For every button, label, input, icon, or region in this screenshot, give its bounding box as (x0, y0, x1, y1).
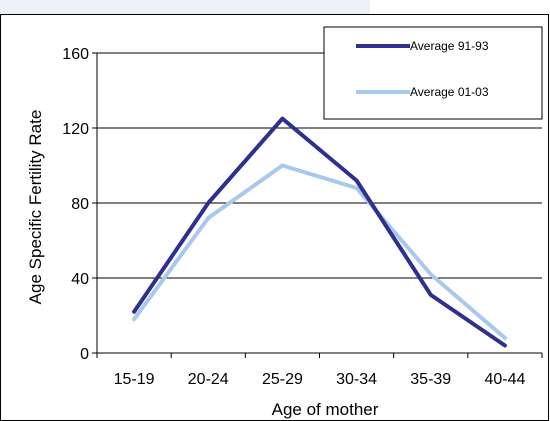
x-tick-label-40-44: 40-44 (484, 371, 525, 388)
legend-label-1: Average 91-93 (410, 39, 489, 53)
x-tick-label-25-29: 25-29 (262, 371, 303, 388)
y-tick-label-120: 120 (62, 121, 89, 138)
x-tick-label-30-34: 30-34 (336, 371, 377, 388)
series-line-1 (132, 116, 507, 348)
series-line-2 (132, 163, 507, 340)
y-tick-label-0: 0 (80, 346, 89, 363)
legend-label-2: Average 01-03 (410, 85, 489, 99)
y-tick-labels: 0 40 80 120 160 (62, 46, 89, 363)
y-tick-label-80: 80 (71, 196, 89, 213)
y-axis-title: Age Specific Fertility Rate (26, 110, 45, 305)
x-axis-title: Age of mother (272, 400, 379, 419)
legend: Average 91-93 Average 01-03 (323, 26, 543, 120)
x-tick-labels: 15-19 20-24 25-29 30-34 35-39 40-44 (114, 371, 526, 388)
x-tick-label-15-19: 15-19 (114, 371, 155, 388)
x-tick-label-20-24: 20-24 (188, 371, 229, 388)
y-tick-label-160: 160 (62, 46, 89, 63)
series-lines (132, 116, 507, 348)
gridlines (97, 52, 542, 279)
legend-box (323, 26, 543, 120)
axes (92, 52, 543, 358)
y-tick-label-40: 40 (71, 271, 89, 288)
top-strip (0, 0, 370, 14)
x-tick-label-35-39: 35-39 (410, 371, 451, 388)
